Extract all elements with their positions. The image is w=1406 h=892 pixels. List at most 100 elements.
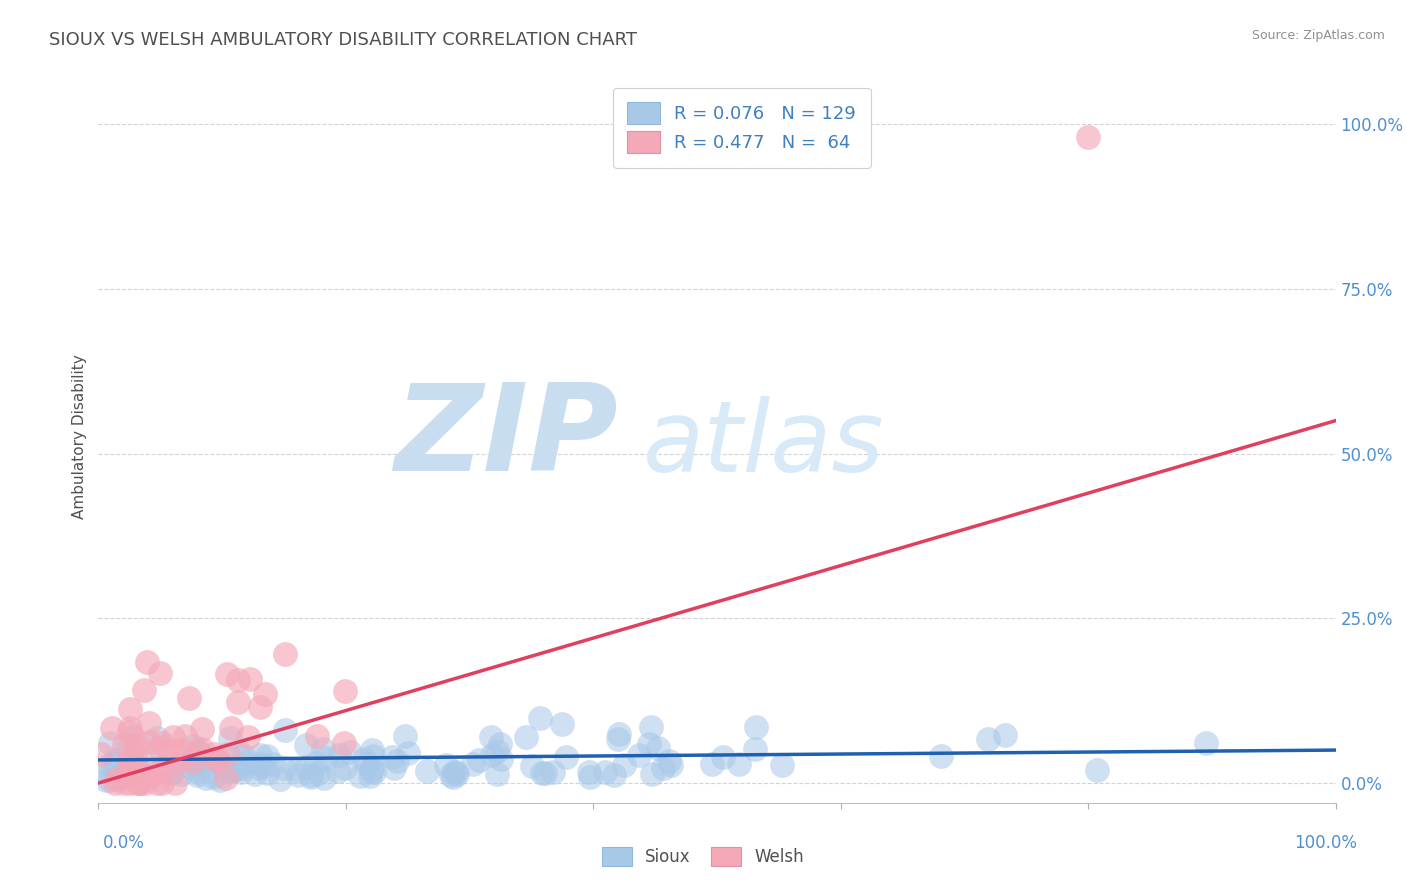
Point <box>124 756 146 771</box>
Point <box>187 745 209 759</box>
Point <box>274 647 297 661</box>
Point <box>165 756 187 770</box>
Point <box>138 715 160 730</box>
Point <box>522 758 544 772</box>
Point <box>187 743 209 757</box>
Point <box>307 766 329 780</box>
Point <box>312 742 335 756</box>
Point <box>256 748 278 763</box>
Point <box>145 765 167 780</box>
Point <box>209 773 232 788</box>
Point <box>226 673 249 688</box>
Point <box>236 730 259 744</box>
Point <box>489 752 512 766</box>
Point <box>440 767 463 781</box>
Point <box>328 764 350 778</box>
Point <box>416 764 439 779</box>
Point <box>138 751 160 765</box>
Point <box>530 765 553 780</box>
Point <box>339 746 361 760</box>
Point <box>287 768 309 782</box>
Point <box>381 750 404 764</box>
Point <box>613 758 636 772</box>
Point <box>226 763 249 777</box>
Point <box>204 752 226 766</box>
Point <box>603 768 626 782</box>
Point <box>434 758 457 772</box>
Point <box>252 759 274 773</box>
Point <box>253 687 276 701</box>
Point <box>98 764 121 778</box>
Point <box>125 752 148 766</box>
Point <box>214 771 236 785</box>
Point <box>304 756 326 771</box>
Point <box>194 772 217 786</box>
Point <box>187 764 209 779</box>
Point <box>444 765 467 780</box>
Point <box>606 732 628 747</box>
Point <box>360 764 382 779</box>
Point <box>745 720 768 734</box>
Point <box>118 739 141 753</box>
Point <box>515 730 537 744</box>
Point <box>96 773 118 788</box>
Point <box>394 729 416 743</box>
Point <box>446 767 468 781</box>
Point <box>307 729 329 743</box>
Point <box>641 767 664 781</box>
Point <box>385 755 408 769</box>
Point <box>148 666 170 681</box>
Point <box>1077 130 1099 145</box>
Point <box>183 739 205 753</box>
Point <box>202 770 225 784</box>
Point <box>188 755 211 769</box>
Point <box>177 690 200 705</box>
Point <box>256 766 278 780</box>
Point <box>638 737 661 751</box>
Point <box>219 731 242 745</box>
Point <box>172 743 194 757</box>
Point <box>396 746 419 760</box>
Point <box>122 758 145 772</box>
Point <box>229 765 252 780</box>
Point <box>333 761 356 775</box>
Point <box>486 767 509 781</box>
Point <box>134 776 156 790</box>
Text: ZIP: ZIP <box>394 378 619 496</box>
Point <box>107 769 129 783</box>
Point <box>217 667 239 681</box>
Point <box>103 776 125 790</box>
Point <box>162 730 184 744</box>
Point <box>700 757 723 772</box>
Point <box>333 684 356 698</box>
Point <box>191 722 214 736</box>
Point <box>186 768 208 782</box>
Point <box>595 765 617 780</box>
Point <box>229 761 252 775</box>
Point <box>315 750 337 764</box>
Point <box>132 683 155 698</box>
Point <box>295 759 318 773</box>
Point <box>118 725 141 739</box>
Point <box>711 749 734 764</box>
Point <box>239 672 262 686</box>
Legend: R = 0.076   N = 129, R = 0.477   N =  64: R = 0.076 N = 129, R = 0.477 N = 64 <box>613 87 870 168</box>
Text: 100.0%: 100.0% <box>1294 834 1357 852</box>
Point <box>121 770 143 784</box>
Point <box>121 731 143 745</box>
Point <box>607 727 630 741</box>
Point <box>481 748 503 763</box>
Point <box>273 761 295 775</box>
Point <box>221 722 243 736</box>
Text: 0.0%: 0.0% <box>103 834 145 852</box>
Text: atlas: atlas <box>643 396 884 493</box>
Point <box>170 767 193 781</box>
Point <box>101 721 124 735</box>
Point <box>551 716 574 731</box>
Point <box>162 765 184 780</box>
Point <box>104 753 127 767</box>
Point <box>479 730 502 744</box>
Point <box>363 749 385 764</box>
Point <box>112 776 135 790</box>
Point <box>138 769 160 783</box>
